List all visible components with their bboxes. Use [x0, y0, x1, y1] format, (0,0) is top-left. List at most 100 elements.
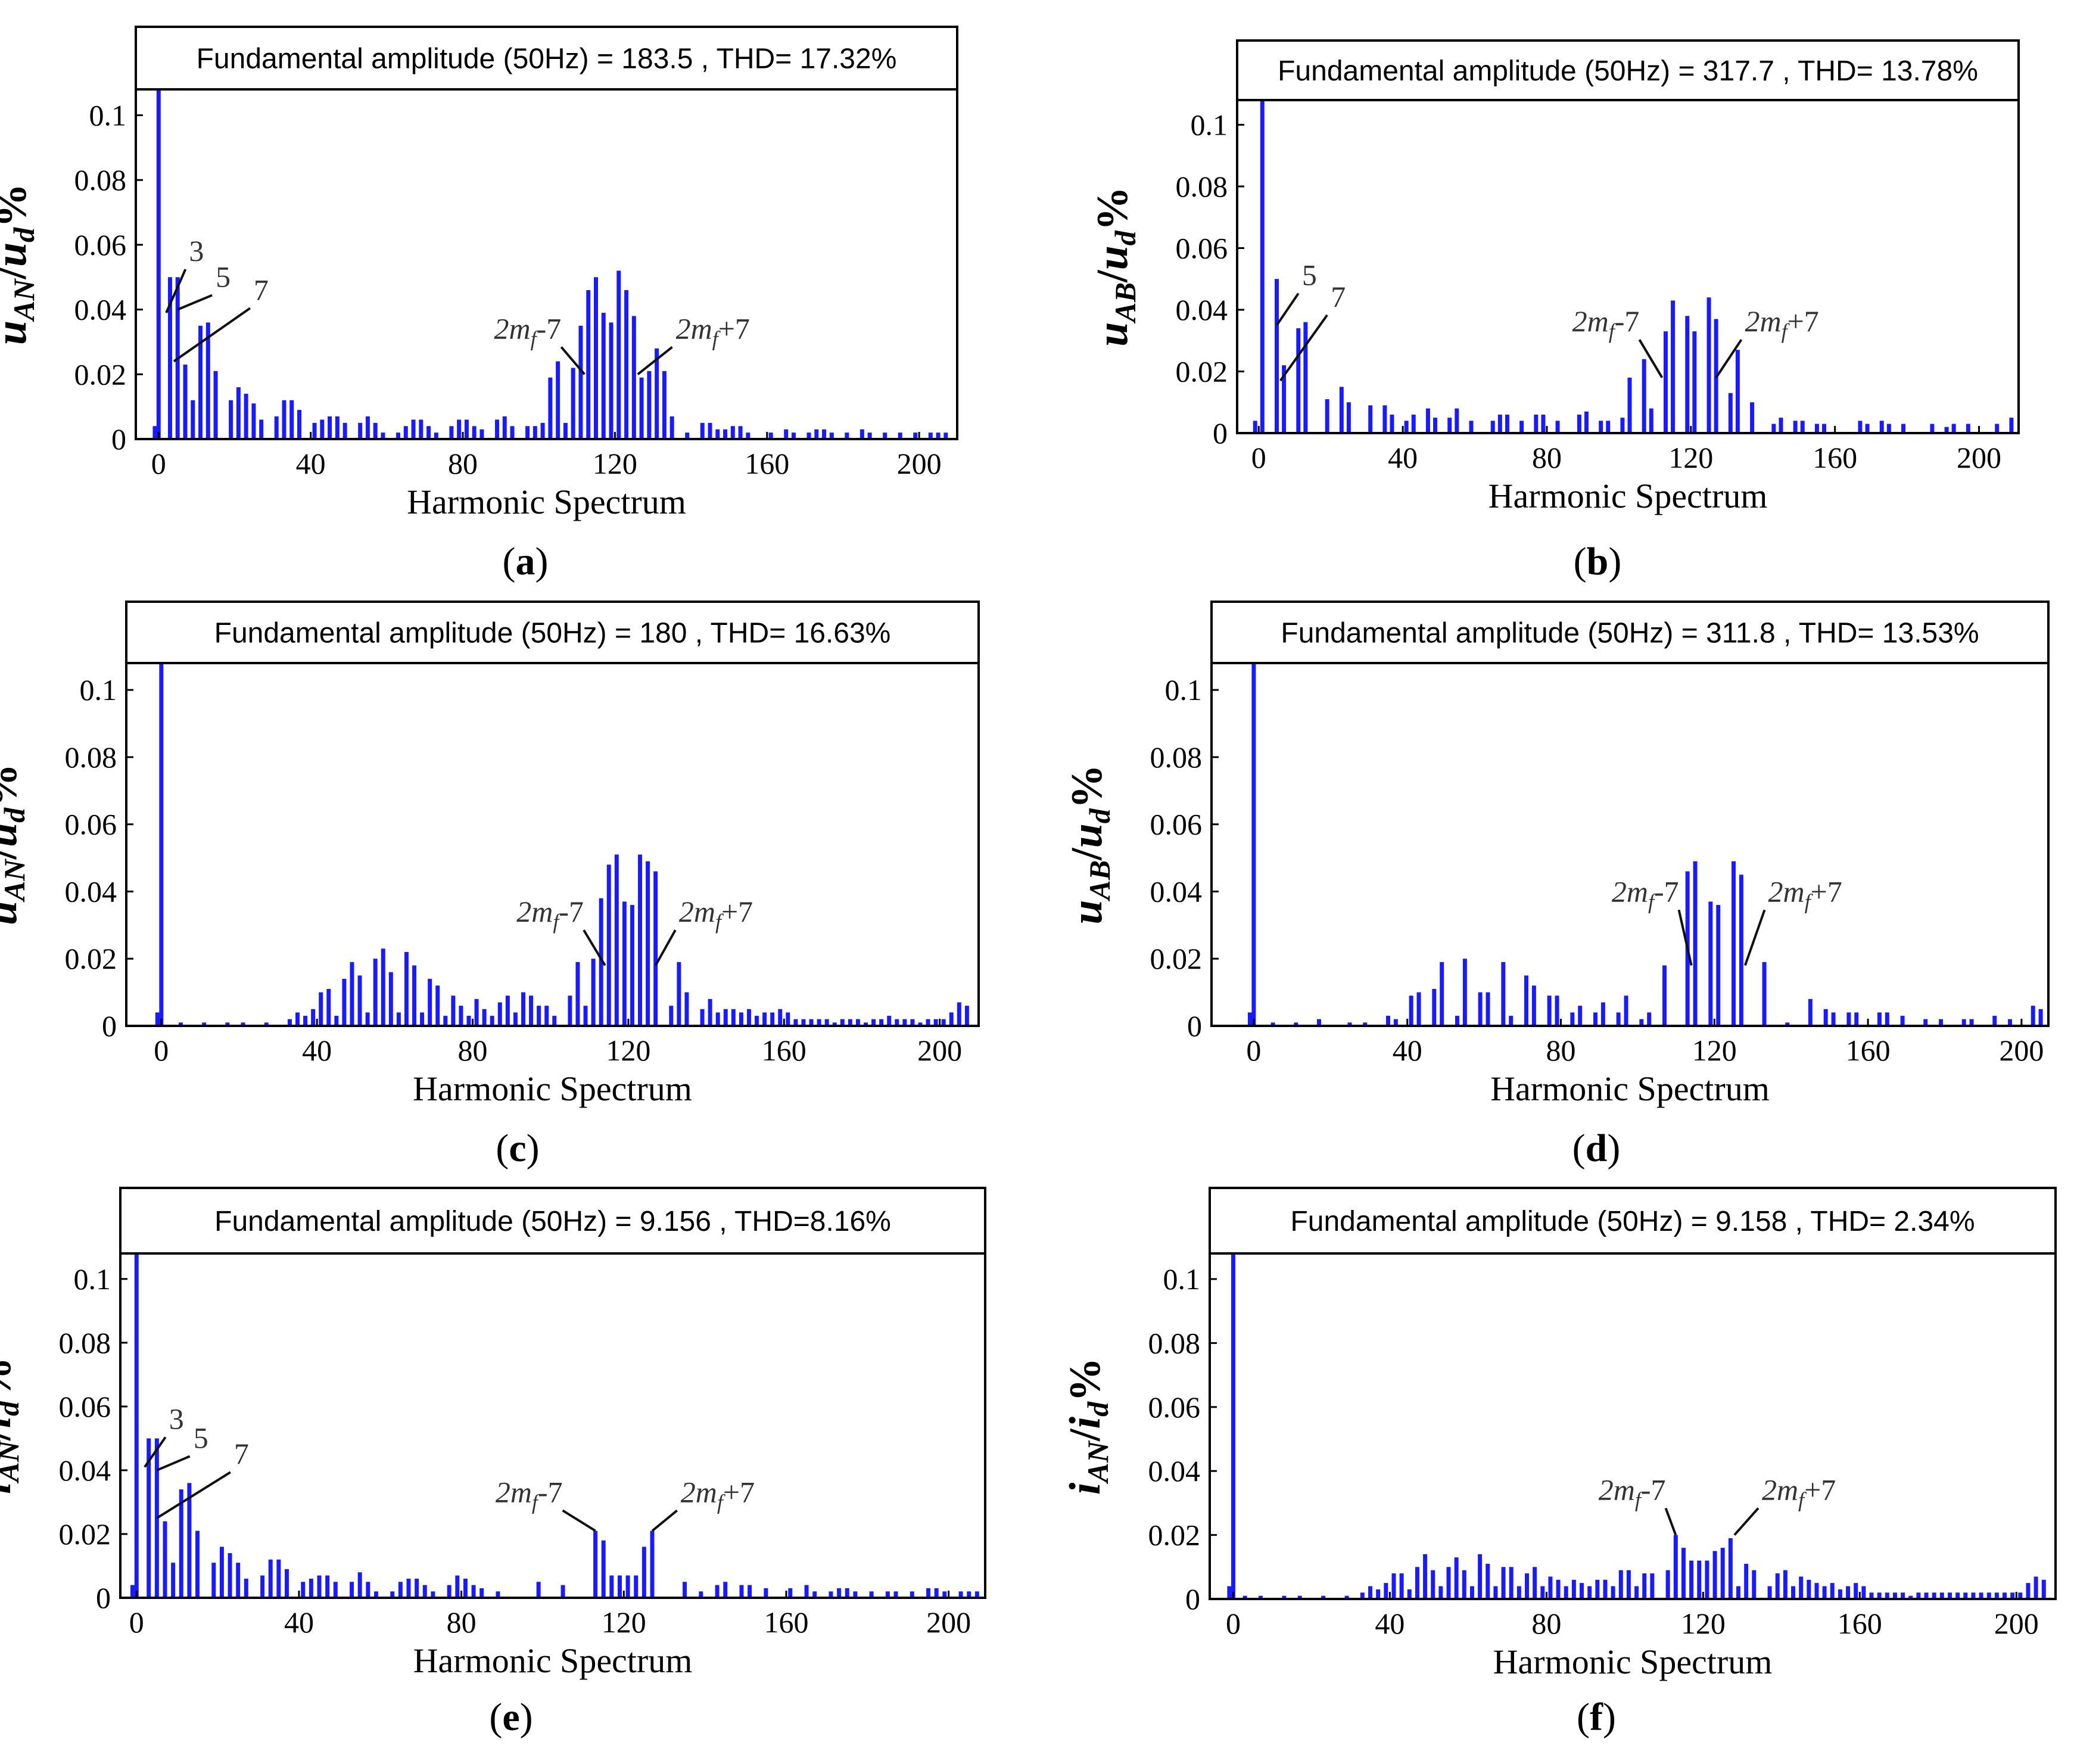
bar	[793, 1019, 798, 1026]
bar	[560, 1585, 565, 1598]
annotation-suffix: -7	[1641, 1473, 1666, 1507]
x-tick-label: 80	[458, 1034, 488, 1067]
bar	[1924, 1592, 1929, 1599]
bar	[495, 419, 500, 439]
bar	[2009, 418, 2014, 433]
bar	[412, 965, 417, 1026]
bar	[1728, 1538, 1733, 1599]
bar	[599, 898, 603, 1026]
annotation-suffix: -7	[537, 312, 562, 346]
bar	[1995, 424, 2000, 433]
bar	[639, 377, 644, 439]
bar	[1752, 1570, 1757, 1599]
annotation-text: 2m	[679, 895, 715, 928]
y-axis-label-suffix: %	[0, 764, 26, 808]
bar	[1624, 995, 1628, 1026]
annotation-text: 7	[254, 273, 269, 306]
bar	[655, 348, 659, 439]
bar	[1901, 424, 1906, 433]
bar	[147, 1438, 151, 1598]
bar	[1393, 1019, 1398, 1026]
plot-frame	[125, 662, 980, 1027]
bar	[1584, 411, 1589, 433]
bar	[755, 1016, 759, 1026]
bar	[1901, 1592, 1905, 1599]
bar	[1469, 1586, 1474, 1599]
chart-title: Fundamental amplitude (50Hz) = 183.5 , T…	[197, 43, 897, 75]
chart-title: Fundamental amplitude (50Hz) = 311.8 , T…	[1281, 618, 1979, 649]
annotation-suffix: +7	[1811, 875, 1842, 908]
bar	[236, 387, 241, 439]
bar	[325, 1575, 330, 1598]
bar	[289, 400, 294, 439]
y-tick-label: 0.08	[65, 741, 117, 774]
bar	[829, 433, 834, 439]
annotation-label: 7	[254, 273, 269, 306]
bar	[544, 1006, 549, 1026]
bar	[1415, 1567, 1419, 1599]
bar	[1505, 414, 1509, 433]
bar	[918, 1022, 923, 1026]
bar	[466, 1016, 471, 1026]
bar	[1939, 1019, 1944, 1026]
annotation-label: 7	[234, 1437, 249, 1470]
bar	[398, 1582, 403, 1598]
bar-series	[1227, 1253, 2046, 1599]
bar	[879, 1019, 884, 1026]
bar	[829, 1591, 833, 1598]
bar	[295, 1012, 300, 1026]
bar	[1282, 365, 1287, 433]
y-axis-label-main: u	[1088, 322, 1137, 347]
panel-caption-letter: f	[1590, 1695, 1603, 1739]
bar	[1877, 1012, 1882, 1026]
bar	[2010, 1592, 2015, 1599]
annotation-label: 2mf+7	[1768, 875, 1842, 913]
bar	[415, 1578, 419, 1598]
y-axis-label-main2: u	[0, 823, 26, 847]
bar	[335, 416, 340, 439]
bar	[2038, 1009, 2043, 1026]
bar	[403, 426, 408, 439]
bar	[525, 426, 530, 439]
annotation-text: 2m	[676, 312, 712, 346]
bar	[1270, 1022, 1275, 1026]
bar	[455, 1575, 460, 1598]
bar	[1620, 418, 1625, 433]
bar	[1486, 1563, 1490, 1599]
chart-title: Fundamental amplitude (50Hz) = 9.156 , T…	[214, 1206, 891, 1237]
bar	[312, 422, 317, 439]
panel-caption: (d)	[1572, 1127, 1621, 1170]
annotation-text: 2m	[1762, 1473, 1798, 1507]
bar	[683, 1582, 687, 1598]
bar	[669, 416, 674, 439]
bar	[268, 1559, 273, 1598]
annotation-label: 2mf-7	[1612, 875, 1679, 913]
bar	[449, 426, 454, 439]
bar	[1363, 1022, 1368, 1026]
bar	[1454, 1557, 1459, 1599]
x-tick-label: 200	[897, 447, 942, 480]
bar	[784, 429, 789, 439]
x-axis-label: Harmonic Spectrum	[413, 1069, 692, 1108]
x-tick-label: 40	[302, 1034, 332, 1067]
bar	[1767, 1586, 1772, 1599]
bar	[801, 1019, 806, 1026]
y-tick-label: 0.02	[65, 942, 117, 975]
bar	[1404, 421, 1409, 433]
y-axis-label-suffix: %	[1063, 764, 1111, 808]
annotation-label: 3	[169, 1402, 184, 1435]
bar	[1720, 1548, 1725, 1599]
plot-frame	[119, 1252, 986, 1599]
bar	[708, 998, 712, 1026]
bar	[867, 433, 872, 439]
bar	[1548, 1576, 1553, 1599]
x-tick-label: 120	[606, 1034, 650, 1067]
bar	[770, 1012, 775, 1026]
bar	[1595, 1579, 1600, 1599]
bar	[1296, 328, 1301, 433]
y-axis-label-main: u	[1063, 900, 1111, 925]
bar	[155, 1012, 160, 1026]
y-tick-label: 0.04	[74, 293, 127, 326]
bar	[723, 1582, 728, 1598]
